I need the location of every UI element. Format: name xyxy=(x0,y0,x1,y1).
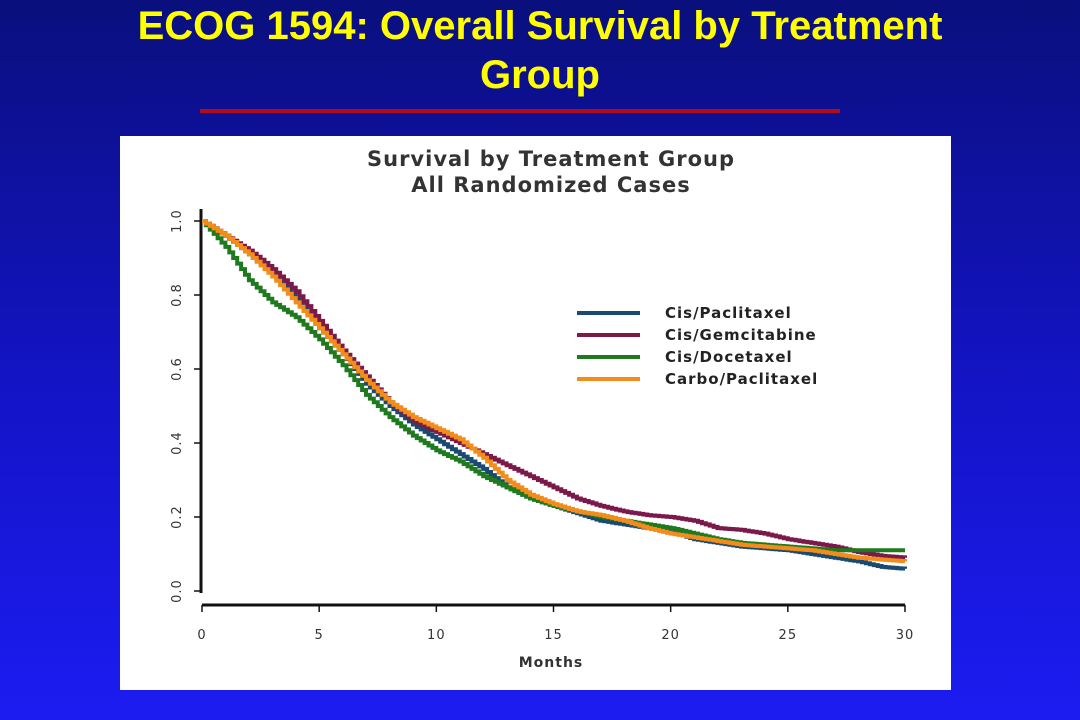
y-tick-label: 0.4 xyxy=(170,431,185,455)
y-tick-label: 0.6 xyxy=(170,357,185,381)
slide-title: ECOG 1594: Overall Survival by Treatment… xyxy=(0,2,1080,100)
x-tick-label: 5 xyxy=(315,628,324,643)
legend: Cis/Paclitaxel Cis/Gemcitabine Cis/Docetax… xyxy=(577,304,818,388)
chart-subtitle: All Randomized Cases xyxy=(411,173,690,197)
legend-label: Carbo/Paclitaxel xyxy=(665,370,818,388)
x-tick-label: 10 xyxy=(427,628,446,643)
series-line-carbo-paclitaxel xyxy=(202,219,907,564)
chart-panel: Survival by Treatment Group All Randomiz… xyxy=(120,136,951,690)
title-underline xyxy=(200,109,840,113)
x-tick-label: 20 xyxy=(661,628,680,643)
y-tick-label: 1.0 xyxy=(170,209,185,233)
y-tick-label: 0.0 xyxy=(170,579,185,603)
y-tick-label: 0.8 xyxy=(170,283,185,307)
series-lines xyxy=(202,219,907,571)
slide-title-line-2: Group xyxy=(480,53,600,97)
legend-label: Cis/Gemcitabine xyxy=(665,326,817,344)
x-tick-label: 25 xyxy=(779,628,798,643)
y-tick-label: 0.2 xyxy=(170,505,185,529)
legend-label: Cis/Docetaxel xyxy=(665,348,793,366)
series-line-cis-gemcitabine xyxy=(202,219,907,560)
legend-label: Cis/Paclitaxel xyxy=(665,304,792,322)
x-tick-label: 15 xyxy=(544,628,563,643)
x-tick-label: 0 xyxy=(197,628,206,643)
slide-title-line-1: ECOG 1594: Overall Survival by Treatment xyxy=(137,4,943,48)
axes: 0 5 10 15 20 25 30 0.0 0.2 0.4 0.6 0.8 1.0 xyxy=(170,209,915,643)
series-line-cis-paclitaxel xyxy=(202,219,907,571)
survival-chart: Survival by Treatment Group All Randomiz… xyxy=(170,147,915,671)
x-axis-label: Months xyxy=(519,655,584,671)
x-tick-label: 30 xyxy=(896,628,915,643)
chart-title: Survival by Treatment Group xyxy=(367,147,735,171)
